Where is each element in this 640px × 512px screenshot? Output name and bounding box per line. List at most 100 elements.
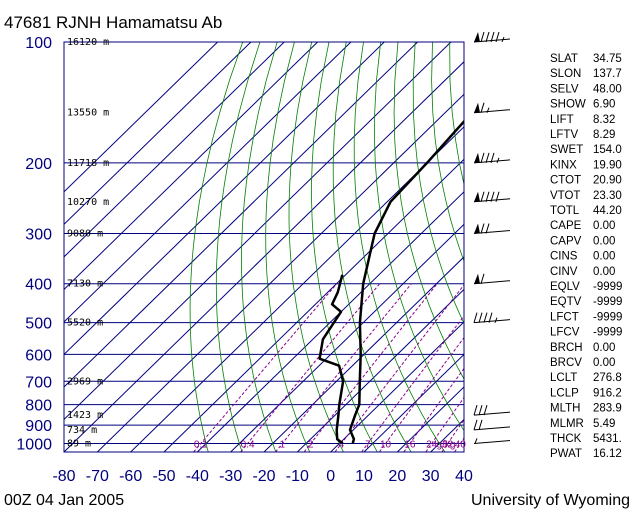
isotherm-line: [196, 191, 464, 452]
temperature-tick-label: -40: [186, 468, 209, 485]
isotherm-line: [64, 42, 318, 291]
wind-barb-staff: [473, 159, 511, 164]
wind-barb-staff: [473, 411, 511, 416]
index-label: MLTH: [550, 403, 580, 415]
isotherm-line: [296, 288, 464, 452]
wind-barb-pennant: [474, 102, 480, 113]
footer-date: 00Z 04 Jan 2005: [4, 492, 124, 509]
dry-adiabat-line: [622, 42, 640, 452]
index-value: 23.30: [593, 190, 622, 202]
index-value: 48.00: [593, 83, 622, 95]
index-value: 19.90: [593, 159, 622, 171]
index-value: 0.00: [593, 357, 615, 369]
wind-barb-pennant: [474, 152, 480, 163]
dry-adiabat-line: [311, 42, 378, 452]
dry-adiabat-line: [449, 42, 464, 186]
temperature-profile-line: [348, 119, 464, 444]
temperature-tick-label: -30: [219, 468, 242, 485]
wind-barb: [473, 405, 511, 416]
isotherm-line: [230, 223, 464, 452]
index-label: MLMR: [550, 418, 584, 430]
height-labels: 16120 m 13550 m 11718 m 10270 m 9080 m 7130 m…: [67, 37, 109, 449]
isotherm-line: [263, 256, 464, 452]
index-value: 0.00: [593, 251, 615, 263]
wind-barb-staff: [473, 280, 511, 285]
wind-barb-flag: [485, 191, 490, 202]
isotherm-line: [64, 42, 218, 193]
height-label: 13550 m: [67, 108, 109, 119]
wind-barb-flag: [478, 405, 483, 416]
mixing-ratio-label: 0.4: [241, 439, 255, 450]
pressure-tick-label: 900: [25, 418, 52, 435]
index-value: 283.9: [593, 403, 622, 415]
index-value: -9999: [593, 281, 622, 293]
mixing-ratio-line: [334, 284, 464, 452]
isotherm-line: [130, 126, 464, 452]
index-value: 5.49: [593, 418, 615, 430]
wind-barb-staff: [473, 38, 511, 43]
mixing-ratio-label: 10: [380, 439, 392, 450]
index-value: 6.90: [593, 99, 615, 111]
index-value: 154.0: [593, 144, 622, 156]
wind-barb-half-flag: [474, 438, 478, 444]
index-label: SLAT: [550, 53, 578, 65]
wind-barb-flag: [485, 152, 490, 164]
wind-barb: [473, 191, 511, 203]
wind-barb-flag: [478, 419, 483, 431]
mixing-ratio-label: 24: [426, 439, 438, 450]
index-value: 8.32: [593, 114, 615, 126]
pressure-tick-label: 400: [25, 277, 52, 294]
wind-barb-staff: [473, 319, 511, 324]
index-label: KINX: [550, 159, 577, 171]
mixing-ratio-label: 16: [404, 439, 416, 450]
index-label: CTOT: [550, 175, 581, 187]
wind-barb-pennant: [474, 223, 480, 234]
index-label: LCLP: [550, 387, 579, 399]
temperature-tick-label: -50: [152, 468, 175, 485]
dry-adiabat-line: [412, 42, 464, 325]
wind-barb-flag: [473, 419, 478, 431]
isotherm-line: [163, 158, 464, 452]
wind-barb-flag: [480, 102, 485, 113]
index-label: CINV: [550, 266, 578, 278]
index-label: CAPV: [550, 235, 582, 247]
wind-barb-flag: [480, 152, 485, 164]
temperature-axis: -80 -70 -60 -50 -40 -30 -20 -10 0 10 20 30 40: [52, 468, 473, 485]
wind-barb-half-flag: [501, 36, 505, 43]
dry-adiabat-line: [288, 42, 344, 452]
wind-barb-flag: [480, 223, 485, 234]
wind-barb-flag: [480, 31, 485, 43]
mixing-ratio-label: 40: [455, 439, 467, 450]
wind-barb-flag: [480, 273, 485, 284]
temperature-tick-label: -20: [252, 468, 275, 485]
pressure-tick-label: 300: [25, 227, 52, 244]
isotherm-line: [64, 42, 285, 258]
index-label: BRCH: [550, 342, 583, 354]
wind-barb: [473, 152, 511, 164]
grid-layer: [64, 42, 640, 452]
isotherm-line: [64, 42, 385, 356]
pressure-tick-label: 700: [25, 374, 52, 391]
height-label: 89 m: [67, 438, 91, 449]
index-value: -9999: [593, 296, 622, 308]
wind-barb-flag: [485, 223, 490, 234]
wind-barb-flag: [483, 312, 488, 323]
wind-barb: [473, 419, 511, 431]
wind-barb: [473, 223, 511, 235]
wind-barb-half-flag: [496, 157, 500, 164]
temperature-tick-label: 30: [422, 468, 440, 485]
wind-barb-flag: [480, 191, 485, 202]
temperature-tick-label: 0: [326, 468, 335, 485]
wind-barb-flag: [490, 31, 495, 43]
height-label: 1423 m: [67, 410, 103, 421]
index-value: -9999: [593, 311, 622, 323]
height-label: 734 m: [67, 425, 97, 436]
index-label: THCK: [550, 433, 582, 445]
plot-frame: [63, 41, 465, 453]
index-label: SHOW: [550, 99, 586, 111]
index-label: VTOT: [550, 190, 580, 202]
index-value: 0.00: [593, 266, 615, 278]
mixing-ratio-line: [441, 418, 464, 452]
height-label: 5520 m: [67, 318, 103, 329]
mixing-ratio-label: g/kg: [437, 439, 456, 450]
